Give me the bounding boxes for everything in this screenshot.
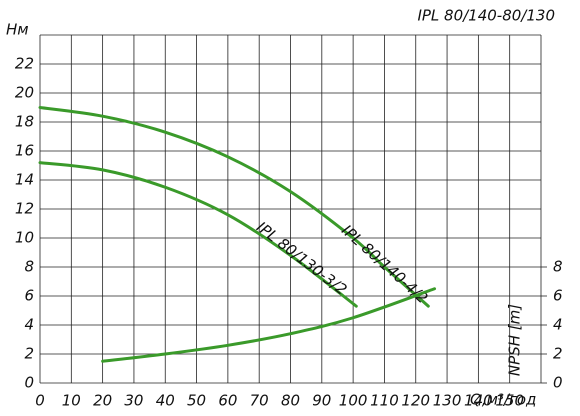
y-tick-label: 20 [15,84,34,102]
y-tick-label: 10 [15,229,34,247]
curve [101,287,437,363]
x-tick-label: 80 [281,392,300,410]
x-tick-label: 0 [35,392,45,410]
y-axis-label: Hм [6,21,29,39]
x-tick-label: 150 [495,392,524,410]
y-tick-label: 14 [15,171,34,189]
x-tick-label: 130 [433,392,462,410]
y-tick-label: 0 [24,374,34,392]
x-tick-label: 20 [93,392,112,410]
x-tick-label: 120 [401,392,430,410]
chart-title: IPL 80/140-80/130 [417,7,555,25]
y-tick-label: 16 [15,142,34,160]
y2-axis-label: NPSH [m] [506,304,524,376]
y-tick-label: 22 [15,55,34,73]
x-tick-label: 30 [124,392,143,410]
y-tick-label: 12 [15,200,34,218]
curve [38,106,430,308]
x-tick-label: 90 [312,392,331,410]
y-tick-label: 8 [24,258,34,276]
y-tick-label: 18 [15,113,34,131]
x-tick-label: 60 [218,392,237,410]
x-tick-label: 70 [250,392,269,410]
y2-tick-label: 6 [553,287,563,305]
x-tick-label: 40 [156,392,175,410]
y-tick-label: 4 [24,316,34,334]
y2-tick-label: 8 [553,258,563,276]
y2-tick-label: 2 [553,345,563,363]
x-tick-label: 110 [370,392,399,410]
x-tick-label: 10 [62,392,81,410]
y-tick-label: 6 [24,287,34,305]
y2-tick-label: 0 [553,374,563,392]
x-tick-label: 140 [464,392,493,410]
curve [38,161,358,308]
x-tick-label: 100 [339,392,368,410]
y-tick-label: 2 [24,345,34,363]
curve-label: IPL 80/130-3/2 [253,218,350,299]
x-axis-label: Q,м³/год [470,391,536,409]
x-tick-label: 50 [187,392,206,410]
y2-tick-label: 4 [553,316,563,334]
